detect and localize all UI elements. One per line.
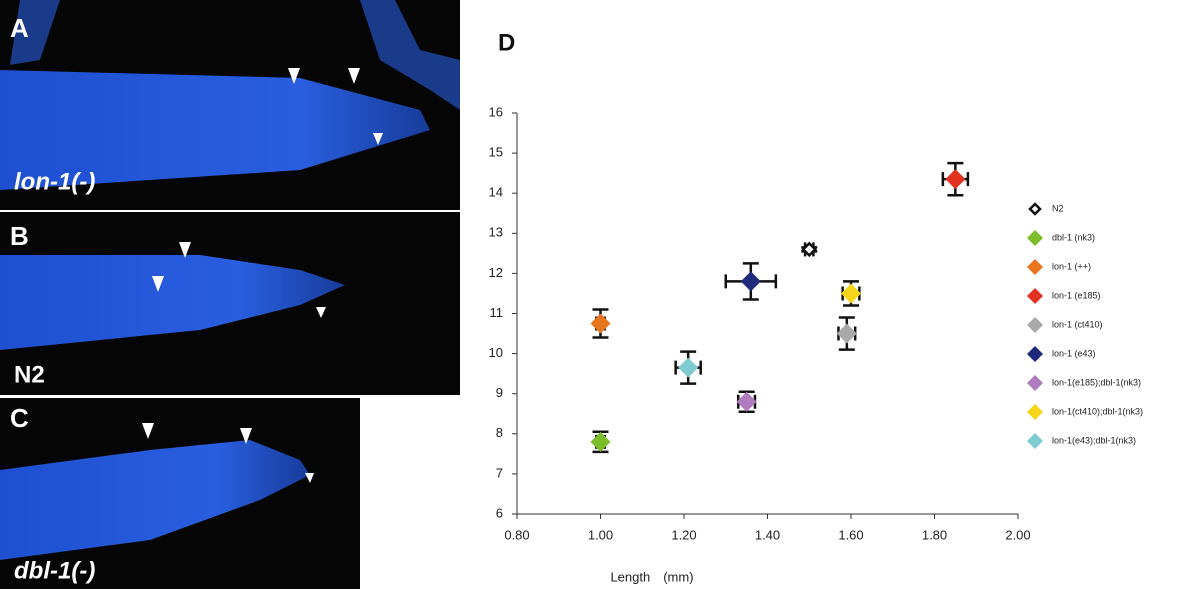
y-tick-label: 6	[496, 505, 503, 520]
panel-caption: N2	[14, 361, 45, 388]
panel-b: B N2	[0, 212, 460, 395]
legend-label: lon-1 (++)	[1052, 261, 1091, 271]
legend-label: lon-1 (e185)	[1052, 290, 1101, 300]
point	[740, 271, 761, 292]
legend-label: lon-1(e185);dbl-1(nk3)	[1052, 377, 1141, 387]
point	[836, 323, 857, 344]
legend-swatch	[1027, 230, 1043, 246]
legend-swatch	[1027, 346, 1043, 362]
panel-a: A lon-1(-)	[0, 0, 460, 210]
legend-swatch	[1027, 404, 1043, 420]
worm-body	[360, 0, 460, 110]
chart: D Length (mm) 6 7 8 9 10 11 12 13 14 15 16 0.80 1.00…	[489, 29, 1144, 584]
legend-swatch	[1027, 375, 1043, 391]
panel-caption: dbl-1(-)	[14, 557, 95, 584]
legend-label: N2	[1052, 203, 1064, 213]
arrowhead	[152, 276, 164, 292]
point	[945, 169, 966, 190]
legend-swatch	[1027, 317, 1043, 333]
arrowhead	[240, 428, 252, 444]
arrowhead	[316, 307, 326, 318]
legend-label: lon-1 (e43)	[1052, 348, 1096, 358]
legend-label: dbl-1 (nk3)	[1052, 232, 1095, 242]
legend-swatch	[1027, 288, 1043, 304]
panel-label: C	[10, 403, 29, 433]
y-tick-label: 11	[490, 305, 504, 320]
arrowhead	[348, 68, 360, 84]
x-tick-label: 0.80	[504, 527, 529, 542]
x-axis-label: Length (mm)	[610, 569, 693, 584]
point	[801, 241, 818, 258]
arrowhead	[288, 68, 300, 84]
y-tick-label: 16	[489, 104, 503, 119]
arrowhead	[142, 423, 154, 439]
worm-body	[0, 440, 310, 560]
legend-swatch	[1027, 433, 1043, 449]
y-tick-label: 13	[489, 225, 503, 240]
panel-label: B	[10, 221, 29, 251]
x-tick-label: 1.00	[588, 527, 613, 542]
worm-body	[10, 0, 60, 65]
point	[590, 431, 611, 452]
x-tick-label: 1.40	[755, 527, 780, 542]
y-tick-label: 10	[489, 345, 503, 360]
point	[590, 313, 611, 334]
legend-swatch	[1027, 259, 1043, 275]
worm-body	[0, 255, 345, 350]
x-tick-label: 1.60	[838, 527, 863, 542]
y-tick-label: 15	[489, 145, 503, 160]
worm-body	[0, 70, 430, 190]
panel-label: A	[10, 13, 29, 43]
y-tick-label: 14	[489, 185, 503, 200]
legend-swatch	[1028, 202, 1042, 216]
x-tick-label: 2.00	[1005, 527, 1030, 542]
chart-title: D	[498, 29, 515, 56]
panel-caption: lon-1(-)	[14, 168, 95, 195]
legend-label: lon-1(e43);dbl-1(nk3)	[1052, 435, 1136, 445]
y-tick-label: 12	[489, 265, 503, 280]
point	[841, 283, 861, 304]
arrowhead	[373, 133, 383, 145]
x-tick-label: 1.20	[671, 527, 696, 542]
legend-label: lon-1 (ct410)	[1052, 319, 1103, 329]
arrowhead	[305, 473, 314, 483]
x-tick-label: 1.80	[922, 527, 947, 542]
arrowhead	[179, 242, 191, 258]
y-tick-label: 7	[496, 465, 503, 480]
point	[736, 391, 757, 412]
legend-label: lon-1(ct410);dbl-1(nk3)	[1052, 406, 1143, 416]
panel-c: C dbl-1(-)	[0, 398, 360, 589]
y-tick-label: 9	[496, 385, 503, 400]
y-tick-label: 8	[496, 425, 503, 440]
point	[678, 357, 699, 378]
